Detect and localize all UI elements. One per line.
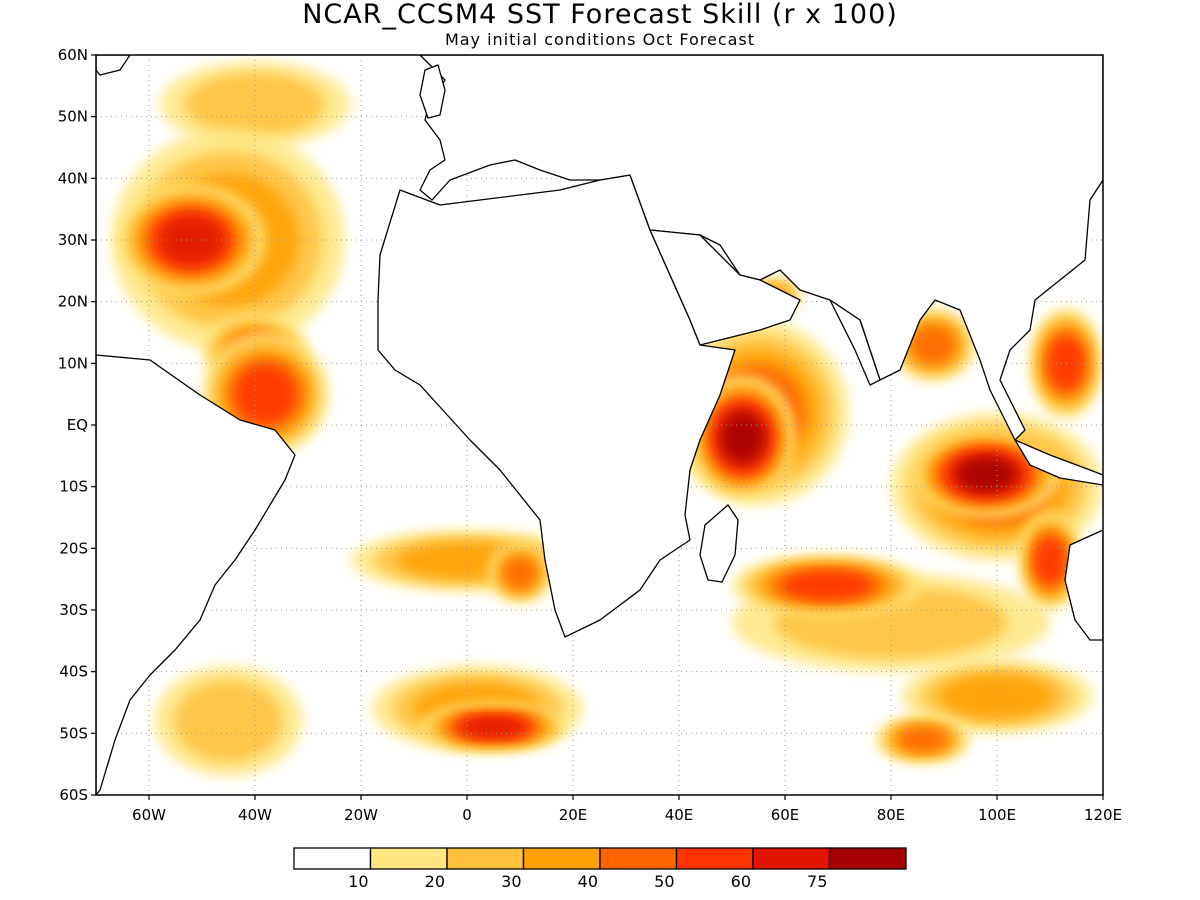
colorbar-label: 30: [501, 872, 521, 891]
colorbar-swatch: [369, 847, 448, 870]
latitude-tick-labels: 60N 50N 40N 30N 20N 10N EQ 10S 20S 30S 40S 50S 60S: [58, 46, 96, 804]
lon-tick-label: 20E: [559, 806, 588, 824]
lat-tick-label: 50N: [58, 108, 88, 126]
map-subtitle: May initial conditions Oct Forecast: [445, 30, 755, 49]
british-isles: [419, 64, 446, 119]
skill-region-north-atlantic-high-level-2: [185, 72, 325, 136]
map-plot-area: [96, 55, 1103, 795]
lat-tick-label: 60S: [59, 786, 88, 804]
arabian-peninsula: [649, 229, 801, 346]
skill-region-australia-west-level-5: [1035, 537, 1065, 584]
skill-region-tropical-atlantic-west-level-5: [235, 365, 296, 423]
skill-field: [111, 61, 1103, 777]
continents: [96, 55, 1103, 795]
lon-tick-label: 60E: [771, 806, 800, 824]
lat-tick-label: 60N: [58, 46, 88, 64]
colorbar-label: 60: [731, 872, 751, 891]
colorbar-swatch: [599, 847, 678, 870]
lat-tick-label: 40S: [59, 663, 88, 681]
lon-tick-label: 120E: [1084, 806, 1122, 824]
india-peninsula: [829, 299, 881, 386]
lat-tick-label: 30S: [59, 601, 88, 619]
colorbar-label: 75: [807, 872, 827, 891]
lat-tick-label: 10S: [59, 478, 88, 496]
lat-tick-label: EQ: [67, 416, 88, 434]
greenland-edge: [96, 55, 131, 76]
lon-tick-label: 40E: [665, 806, 694, 824]
map-title: NCAR_CCSM4 SST Forecast Skill (r x 100): [302, 0, 898, 30]
colorbar-swatch: [828, 847, 907, 870]
colorbar-label: 40: [578, 872, 598, 891]
australia-landmass: [1064, 529, 1103, 641]
lon-tick-label: 0: [462, 806, 472, 824]
colorbar-label: 10: [348, 872, 368, 891]
skill-region-bay-of-bengal-level-4: [911, 325, 956, 365]
skill-region-southern-ocean-atlantic-level-6: [461, 716, 526, 738]
colorbar-swatch: [752, 847, 831, 870]
europe-asia-landmass: [419, 55, 1103, 441]
skill-region-western-indian-level-7: [721, 412, 764, 463]
colorbar-label: 50: [654, 872, 674, 891]
south-america-landmass: [96, 354, 296, 795]
colorbar-label: 20: [425, 872, 445, 891]
lon-tick-label: 100E: [978, 806, 1016, 824]
lon-tick-label: 20W: [344, 806, 378, 824]
skill-region-kerguelen-level-4: [897, 726, 948, 753]
lat-tick-label: 20S: [59, 539, 88, 557]
lon-tick-label: 80E: [877, 806, 906, 824]
skill-region-mascarene-band-level-5: [782, 570, 872, 600]
lat-tick-label: 40N: [58, 169, 88, 187]
southeast-asia-islands: [1014, 439, 1103, 486]
lat-tick-label: 30N: [58, 231, 88, 249]
madagascar-landmass: [699, 504, 739, 583]
lat-tick-label: 20N: [58, 293, 88, 311]
lat-tick-label: 50S: [59, 724, 88, 742]
colorbar-swatch: [522, 847, 601, 870]
skill-region-southern-indian-high-level-3: [939, 674, 1055, 719]
colorbar-swatch: [293, 847, 372, 870]
skill-region-south-china-sea-level-5: [1048, 337, 1084, 390]
lat-tick-label: 10N: [58, 354, 88, 372]
colorbar-swatch: [675, 847, 754, 870]
longitude-tick-labels: 60W 40W 20W 0 20E 40E 60E 80E 100E 120E: [132, 795, 1122, 824]
lon-tick-label: 60W: [132, 806, 166, 824]
skill-region-south-atlantic-west-level-2: [174, 680, 283, 762]
colorbar: 10 20 30 40 50 60 75: [293, 847, 907, 891]
skill-region-eastern-indian-level-7: [956, 457, 1017, 492]
colorbar-swatch: [446, 847, 525, 870]
lon-tick-label: 40W: [238, 806, 272, 824]
skill-region-angola-coast-level-4: [503, 556, 537, 590]
